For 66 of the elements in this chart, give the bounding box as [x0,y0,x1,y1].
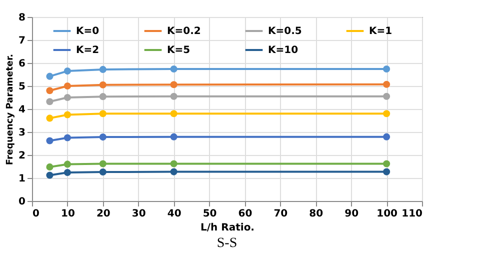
point [64,68,71,75]
point [383,92,390,100]
point [99,160,106,168]
x-tick-label: 30 [132,208,146,220]
point [99,168,106,176]
y-tick-label: 3 [18,128,26,138]
x-tick-label: 0 [32,208,40,220]
y-tick-label: 2 [18,150,26,162]
point [46,87,54,94]
legend-label: K=2 [76,45,100,56]
x-tick-label: 10 [60,208,75,220]
point [383,110,390,118]
point [46,98,54,106]
y-tick-label: 0 [18,196,26,208]
point [64,111,71,118]
legend-label: K=0 [76,26,100,37]
point [99,134,106,141]
point [46,137,54,144]
point [99,81,106,88]
point [64,134,71,142]
y-tick-label: 5 [18,82,26,92]
point [170,92,178,100]
point [46,163,54,170]
point [99,66,106,73]
y-axis-title: Frequency Parameter. [6,54,16,166]
legend-label: K=1 [369,26,392,37]
y-tick-label: 7 [18,36,26,46]
y-tick-label: 1 [18,174,26,184]
legend-label: K=10 [268,45,298,56]
x-tick-label: 60 [238,208,252,220]
x-tick-label: 80 [309,208,324,220]
point [64,160,71,168]
point [64,168,71,176]
point [46,72,54,80]
x-tick-label: 40 [167,208,182,220]
point [383,160,390,168]
text: S-S [216,236,238,251]
x-tick-label: 100 [376,208,398,220]
point [383,65,390,73]
point [170,133,178,140]
point [170,81,178,88]
x-tick-label: 20 [96,208,110,220]
point [383,168,390,176]
point [46,172,54,179]
legend-label: K=5 [167,45,190,56]
point [99,93,106,100]
point [64,94,71,102]
legend-label: K=0.5 [268,26,302,37]
point [99,110,106,118]
x-tick-label: 110 [402,208,423,220]
point [170,168,178,176]
y-tick-label: 4 [18,104,26,116]
x-tick-label: 70 [274,208,288,220]
point [46,114,54,122]
point [383,133,390,140]
point [383,80,390,88]
point [170,160,178,168]
point [64,82,71,90]
x-tick-label: 90 [344,208,359,220]
x-tick-label: 50 [202,208,217,220]
point [170,65,178,73]
legend-label: K=0.2 [167,26,201,37]
y-tick-label: 8 [18,12,26,24]
y-tick-label: 6 [18,58,26,70]
point [170,110,178,118]
x-axis-title: L/h Ratio. [200,222,254,234]
